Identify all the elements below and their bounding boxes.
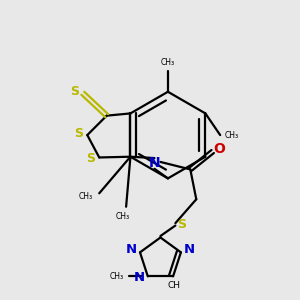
Text: N: N <box>184 243 195 256</box>
Text: S: S <box>86 152 95 166</box>
Text: N: N <box>149 156 160 170</box>
Text: CH₃: CH₃ <box>225 130 239 140</box>
Text: S: S <box>70 85 79 98</box>
Text: S: S <box>74 127 83 140</box>
Text: CH₃: CH₃ <box>161 58 175 67</box>
Text: CH₃: CH₃ <box>79 192 93 201</box>
Text: S: S <box>178 218 187 231</box>
Text: CH₃: CH₃ <box>110 272 124 281</box>
Text: CH₃: CH₃ <box>116 212 130 221</box>
Text: CH: CH <box>167 281 180 290</box>
Text: N: N <box>126 243 137 256</box>
Text: O: O <box>213 142 225 155</box>
Text: N: N <box>134 272 145 284</box>
